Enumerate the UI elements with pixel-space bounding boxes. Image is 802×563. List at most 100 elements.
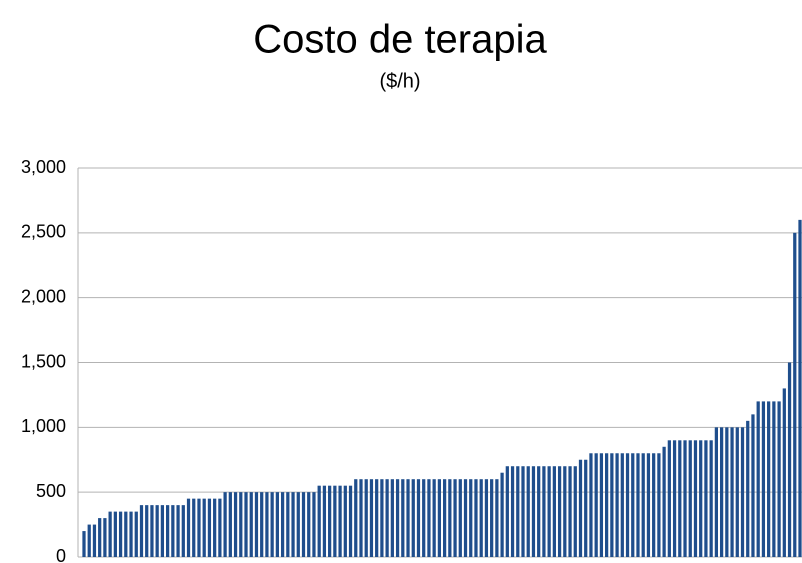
bar: [390, 479, 394, 557]
bar: [233, 492, 238, 557]
y-tick-label: 3,000: [21, 157, 66, 177]
bar: [547, 466, 551, 557]
bar: [254, 492, 259, 557]
bar: [291, 492, 295, 557]
bar: [124, 511, 128, 557]
bar: [505, 466, 509, 557]
bar: [348, 485, 353, 557]
bar: [714, 427, 718, 557]
bar: [578, 459, 583, 557]
bar: [108, 511, 112, 557]
chart-title: Costo de terapia: [253, 18, 547, 62]
bar: [442, 479, 447, 557]
bar: [186, 498, 191, 557]
bar: [725, 427, 729, 557]
bar: [171, 505, 175, 557]
bar: [333, 485, 337, 557]
bar: [563, 466, 567, 557]
bar: [542, 466, 546, 557]
bar: [176, 505, 180, 557]
bar: [118, 511, 123, 557]
bar: [364, 479, 368, 557]
bar: [87, 524, 91, 557]
bar: [761, 401, 766, 557]
bar: [798, 219, 802, 557]
bar: [286, 492, 290, 557]
bar: [557, 466, 562, 557]
bar: [463, 479, 468, 557]
bar: [82, 531, 86, 557]
bar: [516, 466, 520, 557]
y-tick-label: 2,000: [21, 286, 66, 306]
bar: [484, 479, 489, 557]
bar: [150, 505, 154, 557]
bar: [782, 388, 786, 557]
bar: [772, 401, 776, 557]
bar: [202, 498, 206, 557]
y-tick-label: 0: [56, 546, 66, 563]
bar: [218, 498, 222, 557]
bar: [688, 440, 692, 557]
bar: [307, 492, 311, 557]
bar: [615, 453, 619, 557]
bar: [385, 479, 389, 557]
bar: [192, 498, 196, 557]
bar: [213, 498, 217, 557]
bar: [751, 414, 755, 557]
bar: [704, 440, 708, 557]
bar: [92, 524, 97, 557]
bar: [458, 479, 462, 557]
bar: [113, 511, 117, 557]
bar: [552, 466, 556, 557]
bar: [719, 427, 724, 557]
bar: [631, 453, 635, 557]
bar: [693, 440, 698, 557]
bar: [270, 492, 274, 557]
bar: [699, 440, 703, 557]
bar: [228, 492, 232, 557]
bar: [589, 453, 593, 557]
bar: [510, 466, 515, 557]
bar: [354, 479, 358, 557]
bar: [740, 427, 745, 557]
bar: [406, 479, 410, 557]
bar: [756, 401, 760, 557]
bar: [166, 505, 170, 557]
bar: [395, 479, 400, 557]
chart-subtitle: ($/h): [379, 70, 420, 92]
bar: [249, 492, 253, 557]
bar: [301, 492, 306, 557]
bar: [317, 485, 321, 557]
bar: [103, 518, 107, 557]
bar: [495, 479, 499, 557]
bar: [312, 492, 316, 557]
bar: [134, 511, 138, 557]
bar: [500, 472, 504, 557]
bar: [787, 362, 792, 557]
bar: [652, 453, 656, 557]
bar: [338, 485, 342, 557]
bar: [98, 518, 102, 557]
bar: [610, 453, 614, 557]
bar: [369, 479, 374, 557]
bar: [646, 453, 651, 557]
bar: [239, 492, 243, 557]
bar: [490, 479, 494, 557]
bar: [479, 479, 483, 557]
bar: [223, 492, 227, 557]
bar: [401, 479, 405, 557]
bar: [605, 453, 609, 557]
bar: [453, 479, 457, 557]
bar: [244, 492, 248, 557]
bar: [667, 440, 671, 557]
bar: [448, 479, 452, 557]
bar: [678, 440, 682, 557]
bar: [672, 440, 677, 557]
bar: [343, 485, 347, 557]
bar: [265, 492, 269, 557]
bar: [380, 479, 384, 557]
bar: [584, 459, 588, 557]
bar: [641, 453, 645, 557]
bar: [620, 453, 624, 557]
